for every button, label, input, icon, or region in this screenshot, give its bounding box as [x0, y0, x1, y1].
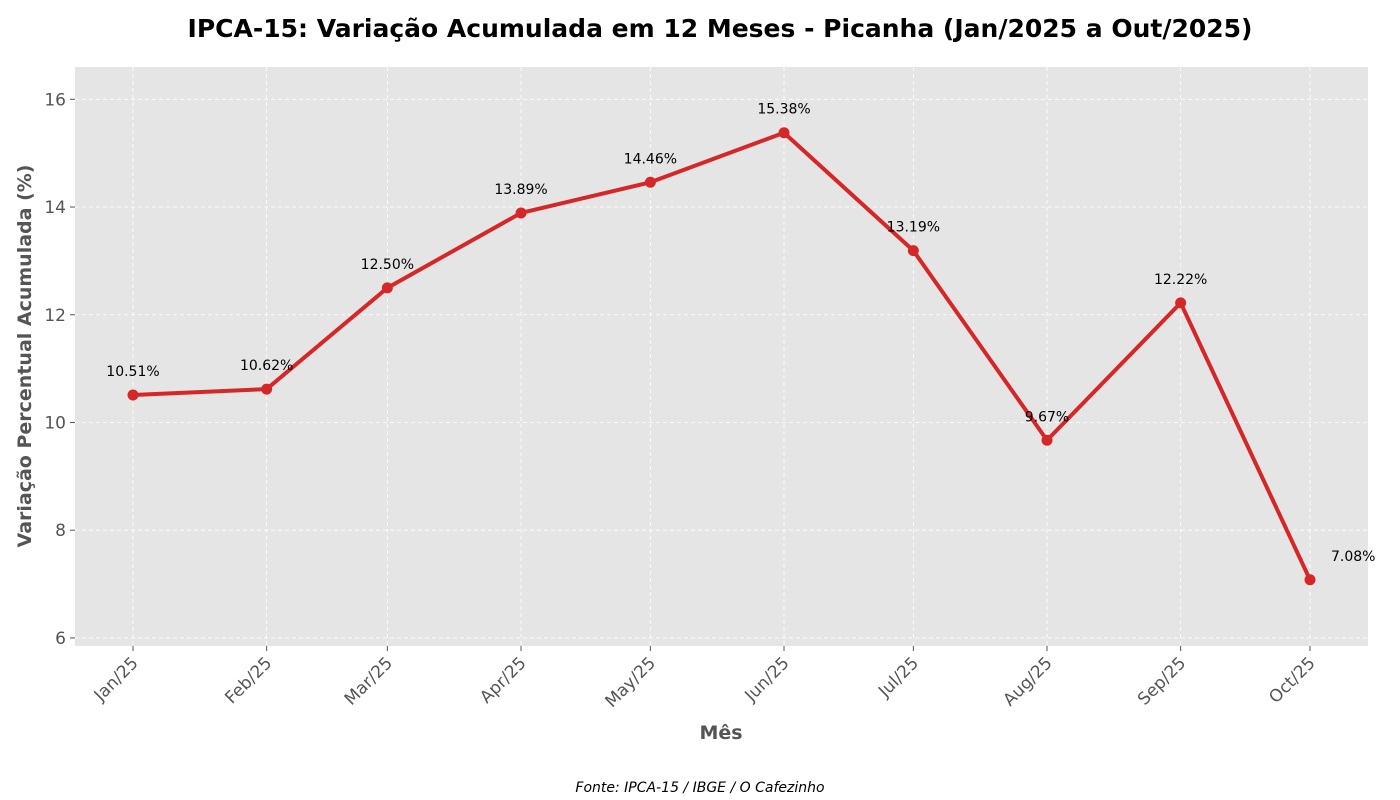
x-tick-label: Mar/25: [341, 653, 397, 709]
x-tick-label: May/25: [602, 653, 660, 711]
y-axis-ticks: 6 8 10 12 14 16: [44, 90, 75, 649]
data-label: 7.08%: [1331, 549, 1375, 565]
y-tick-label: 10: [44, 413, 66, 433]
data-label: 14.46%: [624, 151, 677, 167]
data-label: 12.22%: [1154, 272, 1207, 288]
data-label: 12.50%: [361, 257, 414, 273]
x-tick-label: Apr/25: [476, 653, 530, 707]
data-label: 13.89%: [494, 182, 547, 198]
x-tick-label: Jun/25: [741, 653, 794, 706]
data-point: [778, 127, 790, 139]
plot-area: [75, 67, 1368, 646]
source-note: Fonte: IPCA-15 / IBGE / O Cafezinho: [575, 780, 824, 796]
y-tick-label: 8: [55, 521, 66, 541]
data-labels: 10.51% 10.62% 12.50% 13.89% 14.46% 15.38% 13.1…: [106, 102, 1375, 565]
x-tick-label: Feb/25: [221, 653, 276, 708]
y-tick-label: 12: [44, 306, 66, 326]
data-point: [261, 383, 273, 395]
x-tick-label: Jan/25: [90, 653, 143, 706]
x-tick-label: Oct/25: [1265, 653, 1319, 707]
data-point: [907, 245, 919, 257]
x-tick-label: Jul/25: [874, 653, 923, 702]
data-point: [644, 176, 656, 188]
series-line: [131, 130, 1312, 582]
data-point: [515, 207, 527, 219]
y-tick-label: 14: [44, 198, 66, 218]
y-axis-label: Variação Percentual Acumulada (%): [14, 165, 36, 548]
data-point: [1041, 434, 1053, 446]
x-axis-ticks: Jan/25 Feb/25 Mar/25 Apr/25 May/25 Jun/25 Jul/…: [90, 646, 1320, 712]
data-point: [127, 389, 139, 401]
data-label: 15.38%: [757, 102, 810, 118]
data-label: 10.62%: [240, 358, 293, 374]
y-tick-label: 16: [44, 90, 66, 110]
data-point: [1175, 297, 1187, 309]
chart-title: IPCA-15: Variação Acumulada em 12 Meses …: [188, 14, 1253, 43]
data-label: 10.51%: [106, 364, 159, 380]
x-tick-label: Aug/25: [1000, 653, 1057, 710]
data-point: [381, 282, 393, 294]
series-layer: [127, 127, 1316, 586]
data-label: 9.67%: [1025, 409, 1069, 425]
x-axis-label: Mês: [699, 722, 742, 744]
y-tick-label: 6: [55, 629, 66, 649]
grid: [75, 67, 1368, 646]
data-label: 13.19%: [887, 220, 940, 236]
x-tick-label: Sep/25: [1134, 653, 1190, 709]
data-point: [1304, 574, 1316, 586]
